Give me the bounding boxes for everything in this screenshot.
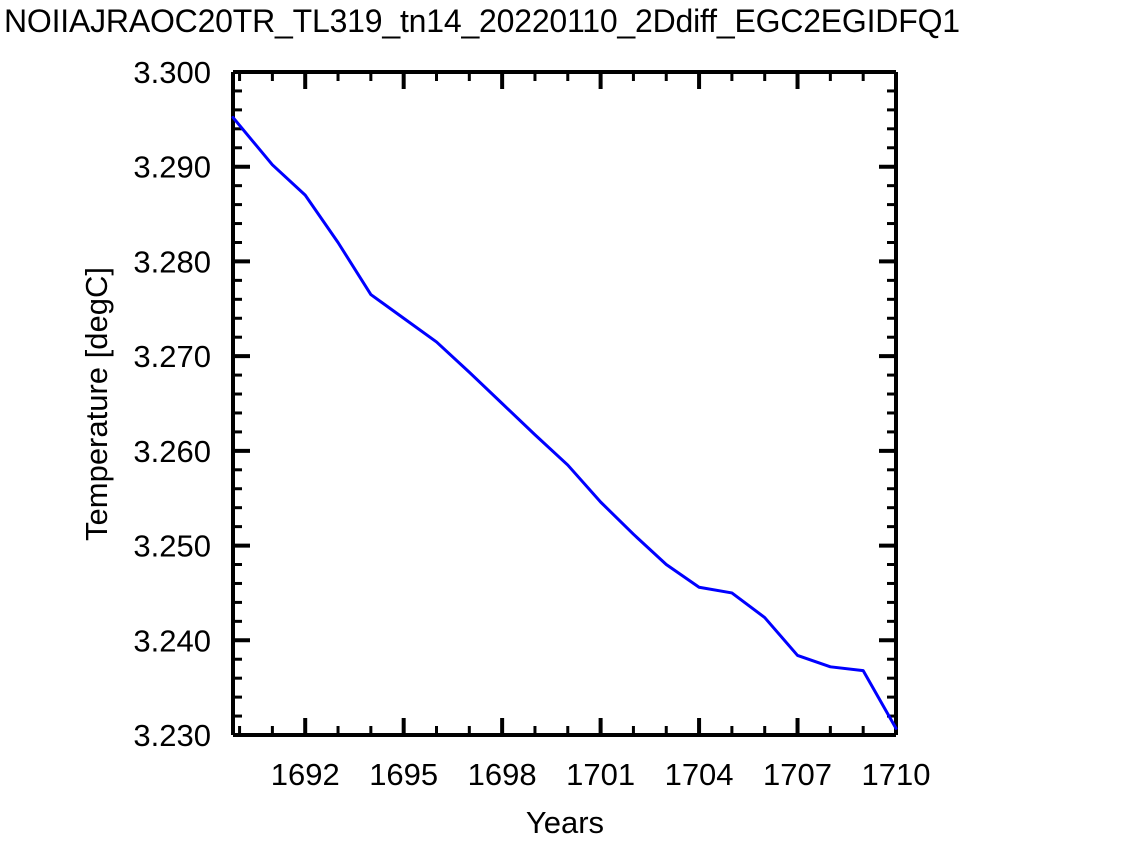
- y-tick-label: 3.280: [133, 244, 211, 279]
- y-tick-label: 3.240: [133, 623, 211, 658]
- minor-ticks: [233, 72, 896, 735]
- y-tick-label: 3.260: [133, 434, 211, 469]
- y-tick-label: 3.300: [133, 55, 211, 90]
- data-series-layer: [231, 115, 898, 730]
- y-tick-label: 3.290: [133, 150, 211, 185]
- y-tick-label: 3.230: [133, 718, 211, 753]
- x-tick-label: 1695: [369, 757, 438, 792]
- y-axis-title: Temperature [degC]: [79, 267, 114, 541]
- y-axis-tick-labels: 3.230 3.240 3.250 3.260 3.270 3.280 3.290 3.300: [133, 55, 211, 753]
- x-axis-tick-labels: 1692 1695 1698 1701 1704 1707 1710: [271, 757, 931, 792]
- chart-title: NOIIAJRAOC20TR_TL319_tn14_20220110_2Ddif…: [4, 3, 960, 39]
- x-tick-label: 1710: [862, 757, 931, 792]
- x-tick-label: 1692: [271, 757, 340, 792]
- major-ticks: [233, 70, 898, 737]
- data-line-temperature: [231, 115, 898, 730]
- x-tick-label: 1704: [665, 757, 734, 792]
- x-tick-label: 1698: [468, 757, 537, 792]
- y-tick-label: 3.270: [133, 339, 211, 374]
- y-tick-label: 3.250: [133, 529, 211, 564]
- x-tick-label: 1707: [763, 757, 832, 792]
- x-axis-title: Years: [526, 805, 604, 840]
- x-tick-label: 1701: [566, 757, 635, 792]
- axis-frame: [231, 70, 898, 737]
